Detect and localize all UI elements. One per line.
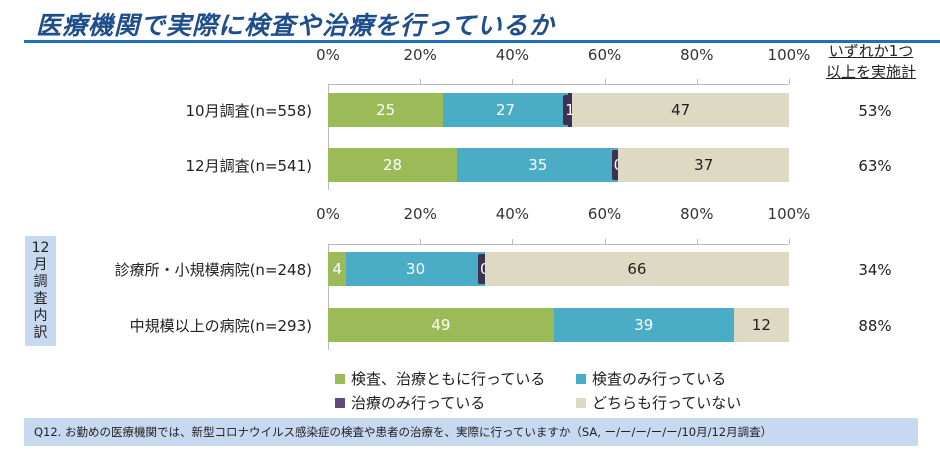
y-axis	[328, 84, 329, 190]
bar-segment: 25	[328, 93, 444, 127]
side-label-char: 査	[33, 291, 48, 307]
x-tick-mark	[604, 79, 606, 84]
legend-swatch	[335, 397, 345, 408]
x-tick-label: 20%	[403, 46, 437, 64]
total-percent: 63%	[858, 157, 892, 175]
x-tick-mark	[420, 79, 422, 84]
bar-segment: 39	[553, 308, 734, 342]
data-label: 4	[332, 260, 342, 278]
data-label: 66	[627, 260, 647, 278]
total-percent: 34%	[858, 261, 892, 279]
x-tick-label: 100%	[767, 205, 811, 223]
x-tick-label: 40%	[495, 205, 530, 223]
bar-segment: 66	[484, 252, 789, 286]
legend-label: 検査、治療ともに行っている	[351, 370, 546, 388]
x-tick-label: 60%	[587, 46, 622, 64]
bar-segment: 28	[328, 148, 458, 182]
x-tick-label: 0%	[316, 205, 340, 223]
x-tick-mark	[512, 79, 514, 84]
x-tick-label: 40%	[495, 46, 530, 64]
x-axis	[328, 84, 789, 85]
category-label: 10月調査(n=558)	[185, 102, 313, 120]
total-percent: 88%	[858, 317, 892, 335]
data-label: 12	[751, 316, 771, 334]
side-label-char: 調	[33, 274, 48, 290]
category-label: 中規模以上の病院(n=293)	[129, 317, 312, 335]
legend-swatch	[576, 397, 586, 408]
x-tick-label: 80%	[680, 205, 714, 223]
category-label: 12月調査(n=541)	[185, 157, 313, 175]
x-tick-mark	[789, 79, 790, 84]
data-label: 25	[376, 101, 396, 119]
legend-label: 検査のみ行っている	[592, 370, 727, 388]
legend-swatch	[576, 373, 586, 384]
data-label: 39	[634, 316, 654, 334]
y-axis	[328, 244, 329, 350]
data-label: 27	[495, 101, 516, 119]
total-header-line2: 以上を実施計	[826, 63, 917, 81]
title-underline	[24, 40, 940, 43]
page-title: 医療機関で実際に検査や治療を行っているか	[36, 11, 555, 40]
bar-segment: 12	[733, 308, 789, 342]
legend-item: 検査のみ行っている	[576, 368, 726, 389]
x-tick-label: 60%	[587, 205, 622, 223]
x-tick-mark	[696, 239, 698, 244]
footnote: Q12. お勤めの医療機関では、新型コロナウイルス感染症の検査や患者の治療を、実…	[24, 418, 918, 446]
x-tick-label: 100%	[767, 46, 811, 64]
legend-item: 治療のみ行っている	[335, 392, 485, 413]
data-label: 49	[431, 316, 451, 334]
x-tick-label: 0%	[316, 46, 340, 64]
side-label-char: 訳	[33, 325, 48, 341]
bar-segment: 47	[572, 93, 789, 127]
legend-swatch	[335, 373, 345, 384]
legend-item: どちらも行っていない	[576, 392, 741, 413]
bar-segment: 27	[443, 93, 568, 127]
x-tick-mark	[604, 239, 606, 244]
side-label-char: 月	[33, 257, 48, 273]
bar-segment: 35	[457, 148, 619, 182]
stacked-bar: 430066	[328, 252, 789, 286]
legend-item: 検査、治療ともに行っている	[335, 368, 545, 389]
side-label-char: 12	[31, 240, 50, 256]
x-tick-mark	[420, 239, 422, 244]
data-label: 28	[382, 156, 403, 174]
bar-segment: 37	[618, 148, 789, 182]
x-axis	[328, 244, 789, 245]
december-breakdown-label: 12 月調査内訳	[25, 236, 56, 346]
stacked-bar: 25 27 1 47	[328, 93, 789, 127]
category-label: 診療所・小規模病院(n=248)	[114, 261, 312, 279]
data-label: 35	[528, 156, 548, 174]
x-tick-mark	[512, 239, 514, 244]
bar-segment: 49	[328, 308, 554, 342]
total-header: いずれか1つ 以上を実施計	[826, 41, 916, 83]
data-label: 30	[406, 260, 426, 278]
x-tick-label: 80%	[680, 46, 714, 64]
bar-segment: 30	[346, 252, 485, 286]
total-percent: 53%	[858, 102, 892, 120]
side-label-char: 内	[33, 308, 48, 324]
bar-segment: 4	[328, 252, 347, 286]
data-label: 47	[671, 101, 691, 119]
x-tick-mark	[696, 79, 698, 84]
total-header-line1: いずれか1つ	[828, 42, 914, 60]
stacked-bar: 2835037	[328, 148, 789, 182]
x-tick-mark	[789, 239, 790, 244]
stacked-bar: 49 39 12	[328, 308, 789, 342]
data-label: 37	[694, 156, 714, 174]
legend-label: 治療のみ行っている	[351, 394, 486, 412]
legend-label: どちらも行っていない	[592, 394, 742, 412]
x-tick-label: 20%	[403, 205, 437, 223]
